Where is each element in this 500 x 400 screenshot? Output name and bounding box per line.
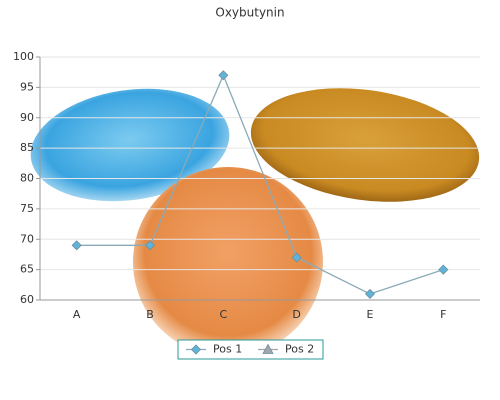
legend-marker [190, 344, 202, 355]
y-tick-label: 85 [20, 141, 34, 154]
y-tick-label: 100 [13, 50, 34, 63]
x-tick-label: E [367, 308, 374, 321]
x-tick-label: C [219, 308, 227, 321]
orange-pill [133, 167, 323, 357]
chart-title: Oxybutynin [215, 6, 284, 20]
y-tick-label: 70 [20, 232, 34, 245]
y-tick-label: 90 [20, 111, 34, 124]
point [438, 264, 449, 275]
x-tick-label: B [146, 308, 154, 321]
y-tick-label: 75 [20, 202, 34, 215]
y-tick-label: 95 [20, 80, 34, 93]
point [71, 240, 82, 251]
point [291, 252, 302, 263]
y-tick-label: 80 [20, 172, 34, 185]
gold-pill [250, 88, 480, 202]
blue-pill [30, 88, 230, 202]
legend-label: Pos 2 [285, 343, 314, 356]
y-tick-label: 60 [20, 293, 34, 306]
y-tick-label: 65 [20, 263, 34, 276]
x-tick-label: D [292, 308, 300, 321]
legend-box [177, 339, 324, 360]
point [144, 240, 156, 251]
legend-marker [262, 343, 274, 354]
legend-label: Pos 1 [213, 343, 242, 356]
series-line [76, 73, 444, 295]
x-tick-label: A [73, 308, 81, 321]
point [364, 288, 376, 299]
x-tick-label: F [440, 308, 446, 321]
background-image [30, 88, 480, 357]
point [218, 70, 229, 81]
